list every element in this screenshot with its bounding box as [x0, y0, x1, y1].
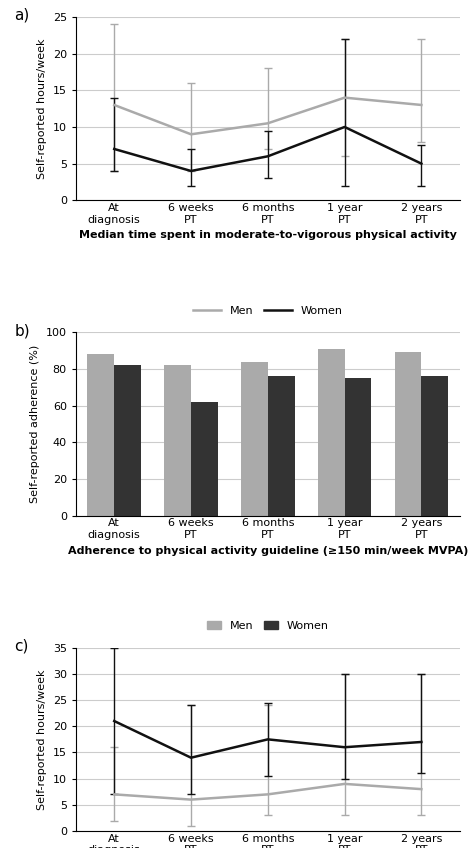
- Bar: [345, 378, 372, 516]
- Text: c): c): [14, 639, 29, 654]
- Y-axis label: Self-reported adherence (%): Self-reported adherence (%): [30, 345, 40, 503]
- X-axis label: Median time spent in moderate-to-vigorous physical activity: Median time spent in moderate-to-vigorou…: [79, 231, 457, 240]
- Y-axis label: Self-reported hours/week: Self-reported hours/week: [37, 669, 47, 810]
- Bar: [421, 377, 448, 516]
- Bar: [318, 349, 345, 516]
- Bar: [87, 354, 114, 516]
- Text: b): b): [14, 323, 30, 338]
- Bar: [114, 365, 141, 516]
- X-axis label: Adherence to physical activity guideline (≥150 min/week MVPA): Adherence to physical activity guideline…: [68, 545, 468, 555]
- Bar: [268, 377, 295, 516]
- Bar: [241, 361, 268, 516]
- Bar: [191, 402, 218, 516]
- Legend: Men, Women: Men, Women: [188, 301, 347, 320]
- Y-axis label: Self-reported hours/week: Self-reported hours/week: [37, 38, 47, 179]
- Bar: [164, 365, 191, 516]
- Bar: [394, 353, 421, 516]
- Text: a): a): [14, 8, 30, 23]
- Legend: Men, Women: Men, Women: [203, 616, 333, 635]
